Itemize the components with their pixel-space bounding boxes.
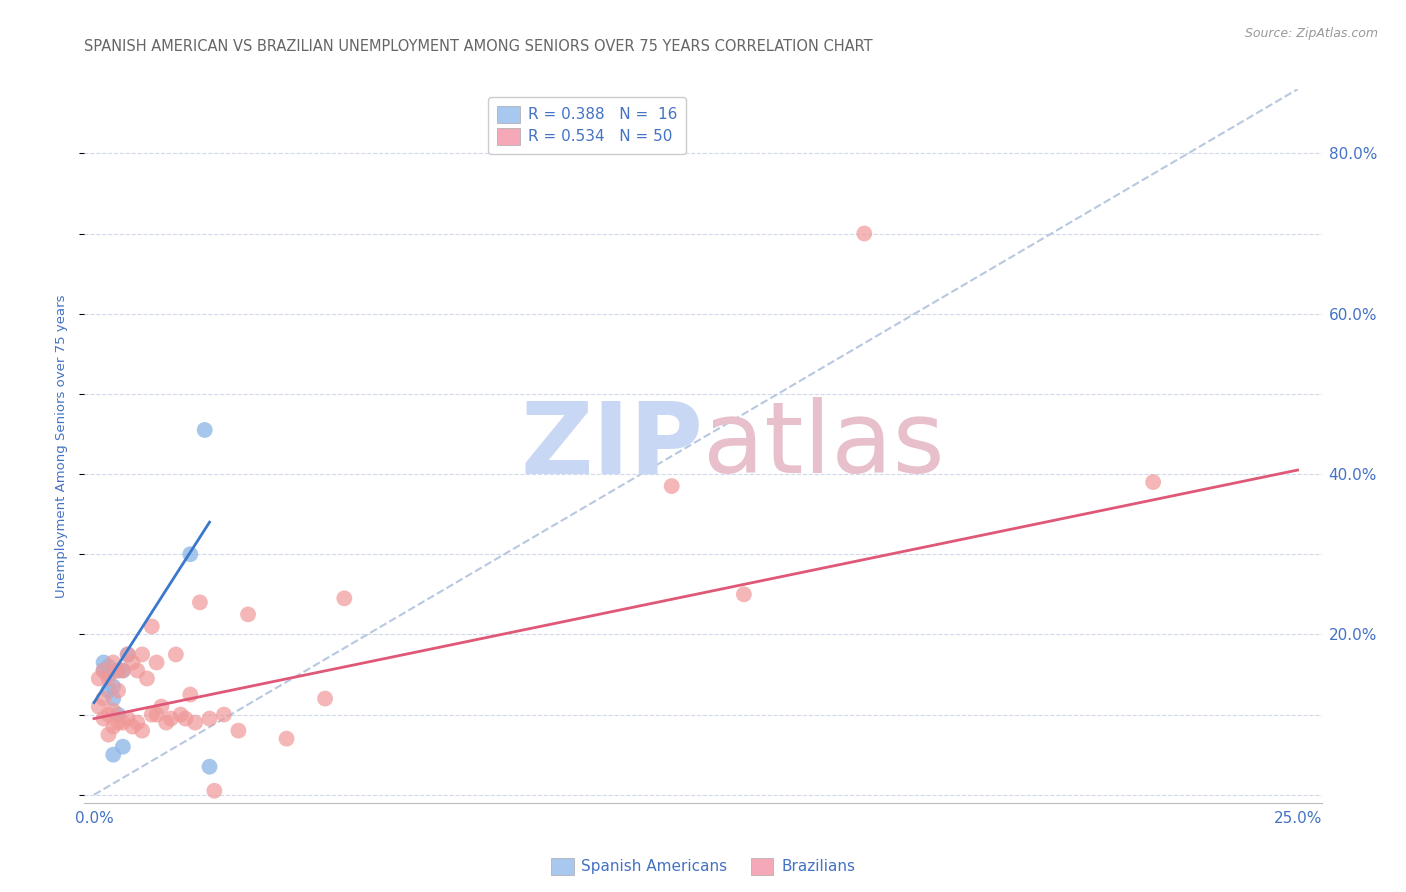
Point	[117, 712, 139, 726]
Point	[314, 691, 336, 706]
Point	[853, 227, 876, 241]
Point	[111, 739, 134, 754]
Point	[212, 707, 235, 722]
Point	[103, 704, 125, 718]
Legend: Spanish Americans, Brazilians: Spanish Americans, Brazilians	[544, 852, 862, 880]
Point	[127, 715, 149, 730]
Point	[150, 699, 173, 714]
Point	[93, 656, 115, 670]
Point	[145, 707, 167, 722]
Point	[97, 659, 120, 673]
Point	[111, 715, 134, 730]
Point	[103, 747, 125, 762]
Point	[111, 664, 134, 678]
Point	[155, 715, 177, 730]
Y-axis label: Unemployment Among Seniors over 75 years: Unemployment Among Seniors over 75 years	[55, 294, 69, 598]
Point	[87, 672, 110, 686]
Point	[333, 591, 356, 606]
Point	[174, 712, 197, 726]
Point	[103, 656, 125, 670]
Point	[107, 707, 129, 722]
Point	[117, 648, 139, 662]
Point	[121, 656, 143, 670]
Point	[93, 691, 115, 706]
Point	[228, 723, 250, 738]
Point	[733, 587, 755, 601]
Point	[165, 648, 187, 662]
Point	[169, 707, 191, 722]
Point	[236, 607, 259, 622]
Point	[1142, 475, 1164, 489]
Point	[145, 656, 167, 670]
Point	[103, 680, 125, 694]
Point	[103, 720, 125, 734]
Text: Source: ZipAtlas.com: Source: ZipAtlas.com	[1244, 27, 1378, 40]
Point	[188, 595, 211, 609]
Point	[111, 664, 134, 678]
Point	[97, 667, 120, 681]
Point	[276, 731, 298, 746]
Point	[107, 664, 129, 678]
Point	[93, 664, 115, 678]
Point	[179, 688, 201, 702]
Point	[107, 683, 129, 698]
Point	[107, 664, 129, 678]
Point	[131, 723, 153, 738]
Point	[194, 423, 217, 437]
Point	[179, 547, 201, 561]
Text: SPANISH AMERICAN VS BRAZILIAN UNEMPLOYMENT AMONG SENIORS OVER 75 YEARS CORRELATI: SPANISH AMERICAN VS BRAZILIAN UNEMPLOYME…	[84, 38, 873, 54]
Point	[93, 712, 115, 726]
Point	[198, 760, 221, 774]
Point	[107, 715, 129, 730]
Point	[97, 707, 120, 722]
Point	[87, 699, 110, 714]
Point	[131, 648, 153, 662]
Point	[184, 715, 207, 730]
Point	[160, 712, 183, 726]
Point	[661, 479, 683, 493]
Text: ZIP: ZIP	[520, 398, 703, 494]
Point	[136, 672, 159, 686]
Point	[198, 712, 221, 726]
Point	[97, 728, 120, 742]
Point	[93, 664, 115, 678]
Point	[117, 648, 139, 662]
Point	[141, 619, 163, 633]
Point	[127, 664, 149, 678]
Point	[103, 691, 125, 706]
Point	[202, 784, 225, 798]
Text: atlas: atlas	[703, 398, 945, 494]
Point	[121, 720, 143, 734]
Point	[97, 672, 120, 686]
Point	[141, 707, 163, 722]
Point	[97, 683, 120, 698]
